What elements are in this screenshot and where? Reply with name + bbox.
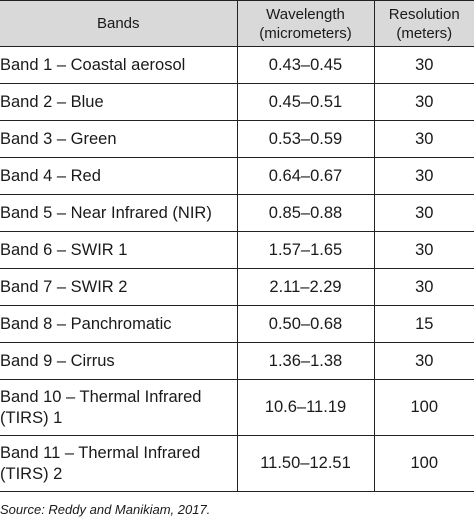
bands-table: Bands Wavelength (micrometers) Resolution… — [0, 0, 474, 492]
table-row: Band 11 – Thermal Infrared (TIRS) 2 11.5… — [0, 435, 474, 492]
band-cell: Band 2 – Blue — [0, 83, 237, 121]
band-cell: Band 9 – Cirrus — [0, 342, 237, 380]
band-cell: Band 8 – Panchromatic — [0, 305, 237, 343]
table-row: Band 4 – Red 0.64–0.67 30 — [0, 157, 474, 195]
wavelength-cell: 0.85–0.88 — [236, 194, 374, 232]
resolution-cell: 30 — [373, 194, 474, 232]
resolution-cell: 100 — [373, 435, 474, 492]
table-row: Band 9 – Cirrus 1.36–1.38 30 — [0, 342, 474, 380]
wavelength-cell: 0.45–0.51 — [236, 83, 374, 121]
band-cell: Band 11 – Thermal Infrared (TIRS) 2 — [0, 435, 237, 492]
wavelength-cell: 1.36–1.38 — [236, 342, 374, 380]
header-row: Bands Wavelength (micrometers) Resolution… — [0, 0, 474, 47]
header-resolution-line2: (meters) — [396, 24, 453, 42]
wavelength-cell: 0.53–0.59 — [236, 120, 374, 158]
resolution-cell: 30 — [373, 120, 474, 158]
header-bands-label: Bands — [96, 15, 140, 32]
band-cell: Band 1 – Coastal aerosol — [0, 46, 237, 84]
wavelength-cell: 11.50–12.51 — [236, 435, 374, 492]
resolution-cell: 30 — [373, 231, 474, 269]
band-cell: Band 7 – SWIR 2 — [0, 268, 237, 306]
wavelength-cell: 2.11–2.29 — [236, 268, 374, 306]
wavelength-cell: 0.64–0.67 — [236, 157, 374, 195]
table-row: Band 3 – Green 0.53–0.59 30 — [0, 120, 474, 158]
header-wavelength-line1: Wavelength — [266, 5, 345, 23]
band-cell: Band 3 – Green — [0, 120, 237, 158]
resolution-cell: 15 — [373, 305, 474, 343]
resolution-cell: 30 — [373, 268, 474, 306]
resolution-cell: 30 — [373, 46, 474, 84]
wavelength-cell: 1.57–1.65 — [236, 231, 374, 269]
table-row: Band 5 – Near Infrared (NIR) 0.85–0.88 3… — [0, 194, 474, 232]
band-cell: Band 5 – Near Infrared (NIR) — [0, 194, 237, 232]
table-row: Band 6 – SWIR 1 1.57–1.65 30 — [0, 231, 474, 269]
table-row: Band 10 – Thermal Infrared (TIRS) 1 10.6… — [0, 379, 474, 436]
header-bands: Bands — [0, 0, 237, 47]
table-header: Bands Wavelength (micrometers) Resolution… — [0, 0, 474, 47]
band-cell: Band 4 – Red — [0, 157, 237, 195]
header-wavelength-line2: (micrometers) — [259, 24, 352, 42]
band-cell: Band 10 – Thermal Infrared (TIRS) 1 — [0, 379, 237, 436]
table-row: Band 1 – Coastal aerosol 0.43–0.45 30 — [0, 46, 474, 84]
table-row: Band 2 – Blue 0.45–0.51 30 — [0, 83, 474, 121]
resolution-cell: 30 — [373, 157, 474, 195]
header-resolution-line1: Resolution — [388, 5, 460, 23]
table-body: Band 1 – Coastal aerosol 0.43–0.45 30 Ba… — [0, 46, 474, 492]
table-row: Band 8 – Panchromatic 0.50–0.68 15 — [0, 305, 474, 343]
wavelength-cell: 0.43–0.45 — [236, 46, 374, 84]
source-note: Source: Reddy and Manikiam, 2017. — [0, 502, 211, 517]
resolution-cell: 30 — [373, 342, 474, 380]
band-cell: Band 6 – SWIR 1 — [0, 231, 237, 269]
table-row: Band 7 – SWIR 2 2.11–2.29 30 — [0, 268, 474, 306]
resolution-cell: 100 — [373, 379, 474, 436]
header-resolution: Resolution (meters) — [373, 0, 474, 47]
wavelength-cell: 10.6–11.19 — [236, 379, 374, 436]
header-wavelength: Wavelength (micrometers) — [236, 0, 374, 47]
wavelength-cell: 0.50–0.68 — [236, 305, 374, 343]
resolution-cell: 30 — [373, 83, 474, 121]
